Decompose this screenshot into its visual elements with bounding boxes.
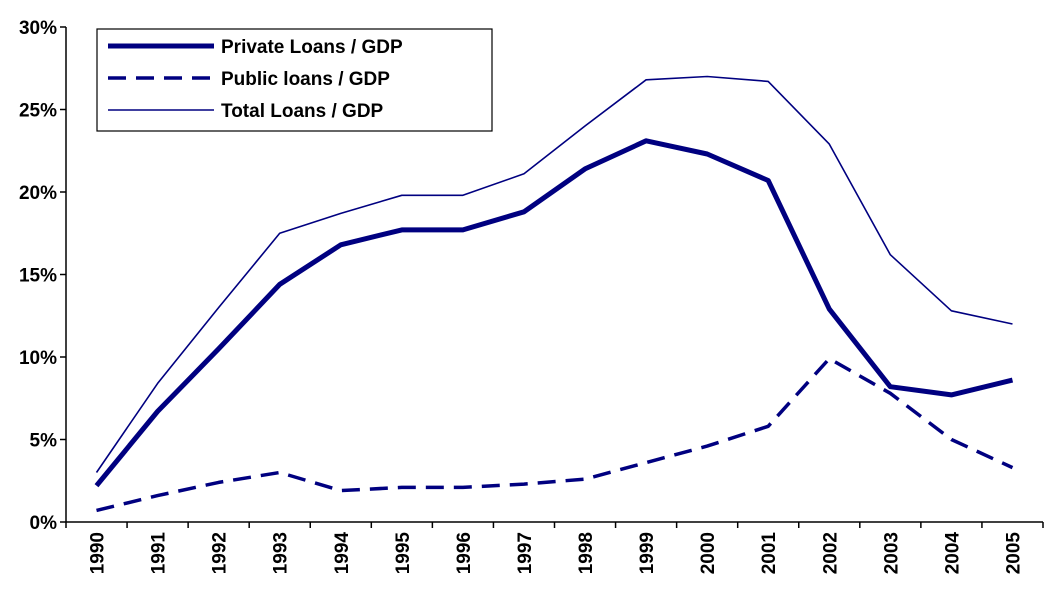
y-tick-label: 10%: [19, 348, 57, 369]
x-tick-label: 1990: [88, 532, 109, 574]
y-tick-label: 20%: [19, 183, 57, 204]
y-tick-label: 25%: [19, 101, 57, 122]
x-tick-label: 1994: [332, 532, 353, 575]
x-tick-label: 1991: [149, 532, 170, 575]
series-line-2: [95, 75, 1013, 473]
x-tick-label: 2005: [1003, 532, 1024, 575]
series-line-0: [94, 138, 1014, 488]
x-tick-label: 1997: [515, 532, 536, 574]
y-tick-label: 15%: [19, 266, 57, 287]
x-tick-label: 2000: [698, 532, 719, 574]
x-tick-label: 2004: [942, 532, 963, 575]
series-line-1: [96, 356, 1014, 513]
y-tick-label: 5%: [30, 431, 58, 452]
x-tick-label: 1992: [210, 532, 231, 574]
y-tick-label: 30%: [19, 18, 57, 39]
y-tick-label: 0%: [30, 513, 58, 534]
legend-label-2: Total Loans / GDP: [221, 101, 384, 122]
x-tick-label: 1995: [393, 532, 414, 575]
x-tick-label: 2002: [820, 532, 841, 574]
x-tick-label: 2003: [881, 532, 902, 574]
legend: Private Loans / GDP Public loans / GDP Tot…: [96, 28, 493, 132]
x-tick-label: 1999: [637, 532, 658, 574]
series-layer: [94, 75, 1014, 513]
x-tick-label: 1996: [454, 532, 475, 574]
x-tick-label: 2001: [759, 532, 780, 575]
legend-label-0: Private Loans / GDP: [221, 37, 403, 58]
chart-axes: 0% 5% 10% 15% 20% 25% 30% 1990 1991 1992 1993 1994 1…: [19, 18, 1044, 575]
x-tick-label: 1993: [271, 532, 292, 574]
legend-label-1: Public loans / GDP: [221, 69, 390, 90]
x-tick-label: 1998: [576, 532, 597, 574]
